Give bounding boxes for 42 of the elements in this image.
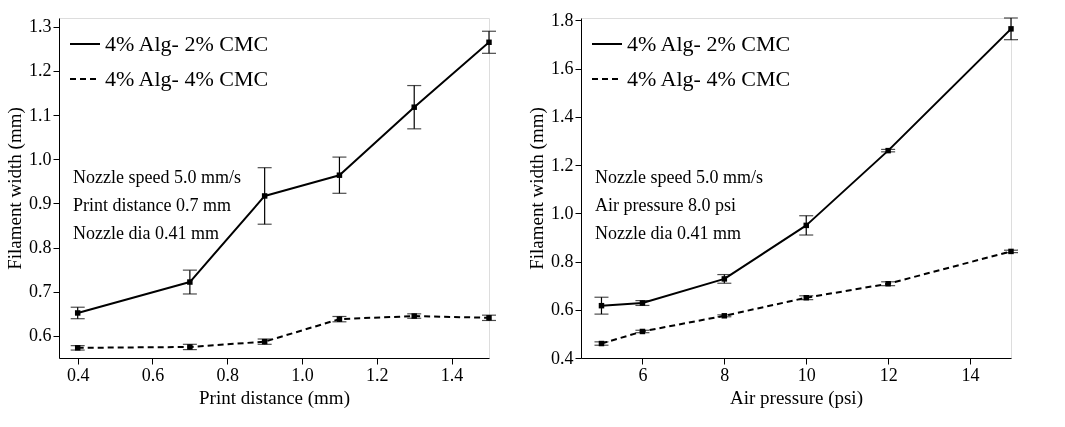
y-axis-title: Filament width (mm) xyxy=(4,107,26,270)
annotation: Nozzle dia 0.41 mm xyxy=(73,223,219,243)
x-tick-label: 0.8 xyxy=(216,364,240,385)
y-tick-label: 1.2 xyxy=(551,154,574,175)
annotation: Nozzle speed 5.0 mm/s xyxy=(73,167,241,187)
y-tick-label: 1.8 xyxy=(551,9,574,30)
y-tick-label: 0.6 xyxy=(551,299,574,320)
x-tick-label: 1.2 xyxy=(366,364,389,385)
y-tick-label: 1.0 xyxy=(29,148,52,169)
x-tick-label: 6 xyxy=(638,364,648,385)
y-tick-label: 0.6 xyxy=(29,325,52,346)
point xyxy=(411,104,417,110)
y-tick-label: 1.6 xyxy=(551,58,574,79)
annotation: Print distance 0.7 mm xyxy=(73,195,231,215)
x-tick-label: 12 xyxy=(879,364,898,385)
x-tick-label: 0.4 xyxy=(66,364,90,385)
annotation: Nozzle speed 5.0 mm/s xyxy=(595,167,763,187)
x-axis-title: Print distance (mm) xyxy=(199,386,350,409)
legend-label: 4% Alg- 4% CMC xyxy=(105,66,269,91)
y-tick-label: 1.2 xyxy=(29,60,52,81)
x-tick-label: 8 xyxy=(720,364,730,385)
y-tick-label: 0.4 xyxy=(551,347,574,368)
y-tick-label: 0.8 xyxy=(29,237,52,258)
x-tick-label: 1.0 xyxy=(291,364,314,385)
y-axis-title: Filament width (mm) xyxy=(526,107,548,270)
x-axis-title: Air pressure (psi) xyxy=(730,386,863,409)
legend-label: 4% Alg- 2% CMC xyxy=(627,31,791,56)
x-tick-label: 0.6 xyxy=(141,364,165,385)
y-tick-label: 1.3 xyxy=(29,16,52,37)
legend-label: 4% Alg- 2% CMC xyxy=(105,31,269,56)
annotation: Nozzle dia 0.41 mm xyxy=(595,223,741,243)
y-tick-label: 0.7 xyxy=(29,281,52,302)
y-tick-label: 0.9 xyxy=(29,192,52,213)
y-tick-label: 1.1 xyxy=(29,104,52,125)
annotation: Air pressure 8.0 psi xyxy=(595,195,736,215)
y-tick-label: 1.4 xyxy=(551,106,574,127)
legend-label: 4% Alg- 4% CMC xyxy=(627,66,791,91)
x-tick-label: 10 xyxy=(797,364,816,385)
x-tick-label: 1.4 xyxy=(440,364,464,385)
x-tick-label: 14 xyxy=(961,364,980,385)
y-tick-label: 1.0 xyxy=(551,202,574,223)
y-tick-label: 0.8 xyxy=(551,251,574,272)
